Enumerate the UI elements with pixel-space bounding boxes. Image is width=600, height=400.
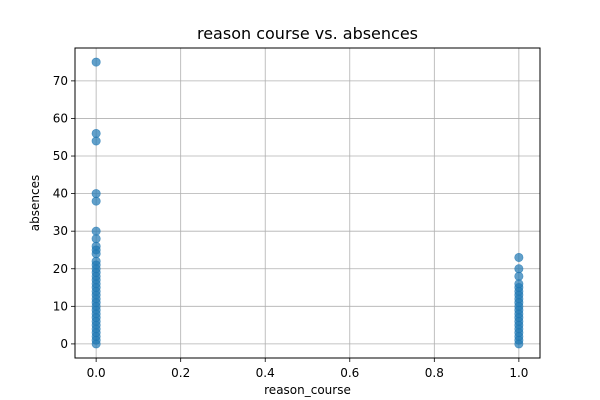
y-tick-label: 50 [53,149,68,163]
x-tick-label: 0.4 [256,366,275,380]
plot-frame [74,47,541,359]
data-point [514,264,524,274]
x-tick-label: 0.6 [340,366,359,380]
axis-ticks: 0.0 0.2 0.4 0.6 0.8 1.0 0 10 20 30 40 50 60 70 [53,74,529,380]
y-tick-label: 30 [53,224,68,238]
y-tick-label: 0 [60,337,68,351]
data-point [91,196,101,206]
data-point [514,279,524,289]
x-tick-label: 1.0 [509,366,528,380]
y-axis-label: absences [28,175,42,231]
x-tick-label: 0.8 [425,366,444,380]
data-point [514,271,524,281]
x-axis-label: reason_course [264,383,351,397]
data-point [91,234,101,244]
data-point [91,57,101,67]
y-tick-label: 10 [53,299,68,313]
plot-area [75,48,540,358]
data-point [91,136,101,146]
y-tick-label: 70 [53,74,68,88]
data-point [91,189,101,199]
data-point [91,128,101,138]
y-tick-label: 40 [53,187,68,201]
data-point [91,226,101,236]
x-tick-label: 0.0 [87,366,106,380]
data-point [91,241,101,251]
data-points [91,57,524,349]
data-point [91,256,101,266]
y-tick-label: 20 [53,262,68,276]
x-tick-label: 0.2 [171,366,190,380]
chart-title: reason course vs. absences [197,24,418,43]
data-point [514,252,524,262]
y-tick-label: 60 [53,111,68,125]
grid-lines [75,48,540,358]
